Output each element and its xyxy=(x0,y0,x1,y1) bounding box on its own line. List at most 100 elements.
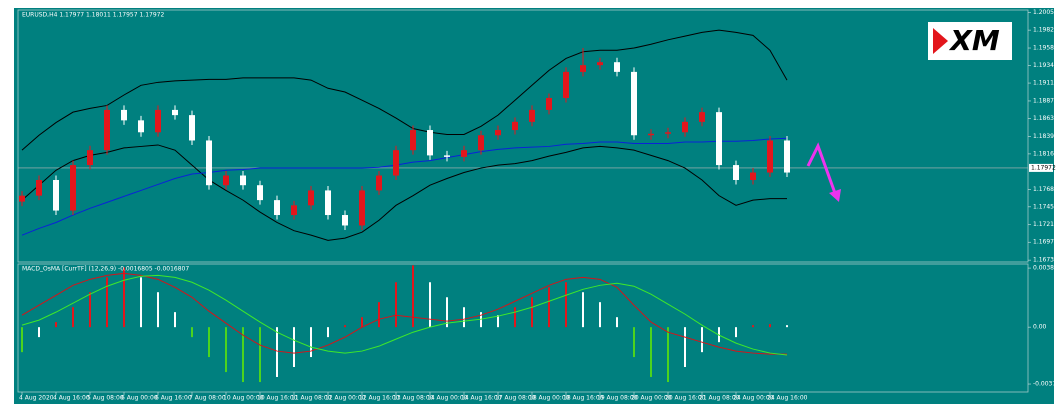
x-tick-label: 21 Aug 08:00 xyxy=(699,395,740,402)
x-tick-label: 12 Aug 16:00 xyxy=(359,395,400,402)
bollinger-lower xyxy=(21,144,787,241)
candle-body xyxy=(461,150,467,157)
candle-body xyxy=(274,200,280,216)
candle-body xyxy=(699,112,705,122)
x-tick-label: 19 Aug 08:00 xyxy=(597,395,638,402)
x-tick-label: 4 Aug 2020 xyxy=(19,395,54,402)
y-tick-label: 1.19820 xyxy=(1033,27,1058,34)
x-tick-label: 24 Aug 16:00 xyxy=(767,395,808,402)
candle-body xyxy=(716,112,722,166)
candle-body xyxy=(376,175,382,191)
candle-body xyxy=(563,71,569,98)
y-tick-label: 1.1911 xyxy=(1033,80,1054,87)
xm-logo: XM xyxy=(928,22,1012,60)
candle-body xyxy=(70,165,76,211)
y-tick-label: 1.1958 xyxy=(1033,45,1054,52)
candle-body xyxy=(733,165,739,180)
candle-body xyxy=(172,109,178,116)
current-price-label: 1.17972 xyxy=(1031,164,1056,171)
price-pane-frame xyxy=(17,9,1029,263)
candle-body xyxy=(427,130,433,156)
x-tick-label: 6 Aug 00:00 xyxy=(121,395,158,402)
candle-body xyxy=(121,109,127,121)
candle-body xyxy=(444,155,450,157)
signal-line xyxy=(21,274,788,356)
chart-background xyxy=(14,8,1054,404)
candle-body xyxy=(53,179,59,211)
candle-body xyxy=(359,190,365,226)
candle-body xyxy=(36,179,42,196)
y-tick-label: 1.17450 xyxy=(1033,203,1058,210)
x-tick-label: 7 Aug 08:00 xyxy=(189,395,226,402)
candle-body xyxy=(257,185,263,201)
candle-body xyxy=(614,62,620,72)
x-tick-label: 18 Aug 16:00 xyxy=(563,395,604,402)
x-tick-label: 18 Aug 00:00 xyxy=(529,395,570,402)
x-tick-label: 5 Aug 08:00 xyxy=(87,395,124,402)
y-tick-label: 1.19345 xyxy=(1033,62,1058,69)
candle-body xyxy=(512,121,518,131)
y-tick-label: 1.18870 xyxy=(1033,97,1058,104)
arrow-path xyxy=(806,142,838,197)
candle-body xyxy=(291,205,297,216)
macd-header: MACD_OsMA [CurrTF] (12,26,9) -0.0016805 … xyxy=(22,266,189,273)
logo-mark xyxy=(933,28,948,54)
y-tick-label: 1.18635 xyxy=(1033,115,1058,122)
candle-body xyxy=(325,190,331,216)
x-tick-label: 14 Aug 16:00 xyxy=(461,395,502,402)
y-tick-label: 0.00 xyxy=(1033,324,1047,331)
candle-body xyxy=(784,140,790,173)
x-tick-label: 6 Aug 16:00 xyxy=(155,395,192,402)
x-tick-label: 4 Aug 16:00 xyxy=(53,395,90,402)
price-layer: 1.20055 1.19820 1.1958 1.19345 1.1911 1.18870… xyxy=(18,9,1058,264)
y-tick-label: 1.16975 xyxy=(1033,239,1058,246)
moving-average xyxy=(21,137,788,236)
candle-body xyxy=(308,190,314,206)
candle-body xyxy=(189,115,195,141)
candle-body xyxy=(546,97,552,110)
candle-body xyxy=(631,71,637,136)
macd-layer: 0.003854 0.00 -0.00371 4 Aug 2020 4 Aug 16:0… xyxy=(19,265,1062,402)
x-tick-label: 12 Aug 00:00 xyxy=(325,395,366,402)
bollinger-upper xyxy=(21,29,788,151)
candle-body xyxy=(478,135,484,151)
x-tick-label: 10 Aug 00:00 xyxy=(223,395,264,402)
candle-body xyxy=(206,140,212,186)
y-tick-label: 0.003854 xyxy=(1033,265,1062,272)
x-tick-label: 11 Aug 08:00 xyxy=(291,395,332,402)
candle-body xyxy=(155,109,161,133)
x-tick-label: 13 Aug 08:00 xyxy=(393,395,434,402)
candle-body xyxy=(138,120,144,133)
candle-body xyxy=(580,65,586,72)
candle-body xyxy=(223,175,229,186)
arrow-head xyxy=(829,189,841,202)
candle-body xyxy=(87,150,93,166)
logo-text: XM xyxy=(948,24,1000,57)
forecast-arrow xyxy=(806,142,841,202)
y-tick-label: 1.17210 xyxy=(1033,221,1058,228)
x-tick-label: 20 Aug 16:00 xyxy=(665,395,706,402)
x-tick-label: 20 Aug 00:00 xyxy=(631,395,672,402)
candle-body xyxy=(648,133,654,136)
x-tick-label: 10 Aug 16:00 xyxy=(257,395,298,402)
candle-body xyxy=(393,150,399,176)
candle-body xyxy=(104,109,110,151)
candle-body xyxy=(342,215,348,226)
x-tick-label: 24 Aug 00:00 xyxy=(733,395,774,402)
candle-body xyxy=(410,130,416,151)
y-tick-label: 1.20055 xyxy=(1033,9,1058,16)
candle-body xyxy=(19,195,25,202)
candle-body xyxy=(682,121,688,133)
y-tick-label: 1.16735 xyxy=(1033,257,1058,264)
y-tick-label: 1.17680 xyxy=(1033,186,1058,193)
y-tick-label: 1.18160 xyxy=(1033,150,1058,157)
candle-body xyxy=(495,130,501,136)
y-tick-label: -0.00371 xyxy=(1033,381,1060,388)
x-tick-label: 14 Aug 00:00 xyxy=(427,395,468,402)
current-price-tag xyxy=(1029,163,1053,172)
candle-body xyxy=(240,175,246,186)
macd-line xyxy=(21,272,787,355)
candle-body xyxy=(665,132,671,134)
macd-pane-frame xyxy=(17,263,1029,393)
